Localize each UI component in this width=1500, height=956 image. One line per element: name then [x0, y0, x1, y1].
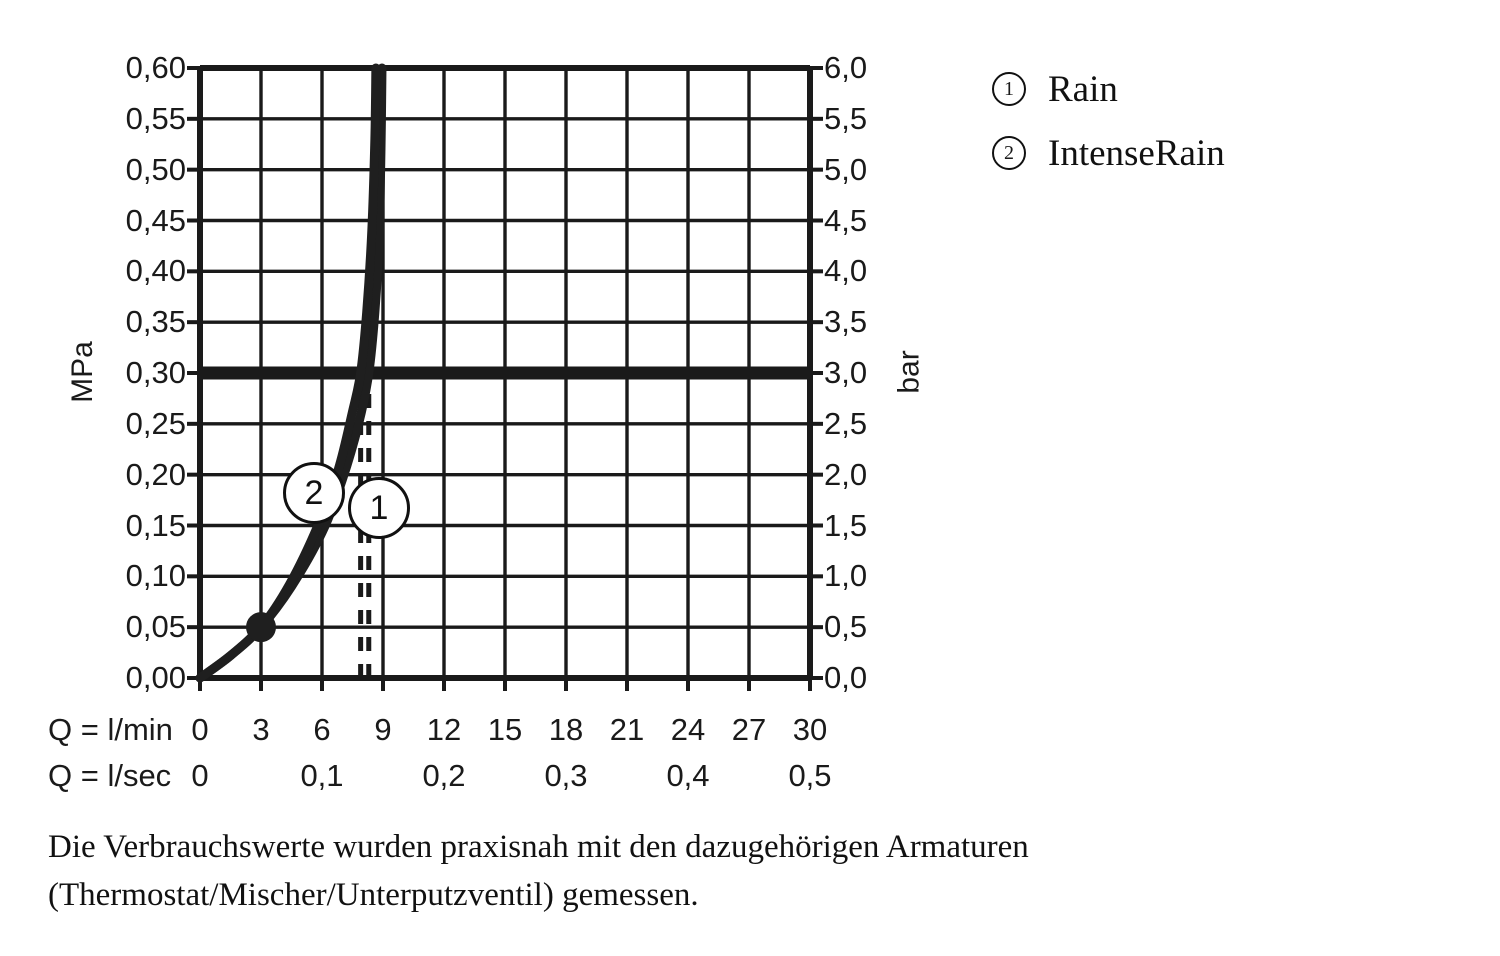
y-axis-right-ticks: 6,0 5,5 5,0 4,5 4,0 3,5 3,0 2,5 2,0 1,5 1,0 0,5 0,0 — [824, 0, 914, 956]
x-axis-lmin-tick-label: 24 — [670, 712, 706, 747]
data-point-marker — [246, 612, 276, 643]
legend: 1 Rain 2 IntenseRain — [992, 60, 1412, 188]
legend-label-rain: Rain — [1048, 68, 1118, 110]
x-axis-lmin-tick-label: 18 — [548, 712, 584, 747]
legend-badge-2: 2 — [992, 136, 1026, 170]
callout-badge-intenserain: 2 — [283, 462, 345, 524]
y-axis-left-tick-label: 0,40 — [125, 253, 186, 289]
x-axis-secondary-label: Q = l/sec — [48, 758, 172, 793]
legend-label-intenserain: IntenseRain — [1048, 132, 1225, 174]
x-axis-lsec-tick-label: 0,5 — [788, 758, 832, 793]
chart-caption: Die Verbrauchswerte wurden praxisnah mit… — [48, 829, 1029, 913]
y-axis-left-tick-label: 0,10 — [125, 558, 186, 594]
x-axis-lmin-tick-label: 30 — [792, 712, 828, 747]
x-axis-lsec-tick-label: 0,2 — [422, 758, 466, 793]
y-axis-left-tick-label: 0,20 — [125, 456, 186, 492]
x-axis-lsec-tick-label: 0,4 — [666, 758, 710, 793]
callout-badge-rain: 1 — [348, 477, 410, 539]
y-axis-left-tick-label: 0,60 — [125, 50, 186, 85]
y-axis-right-tick-label: 6,0 — [824, 50, 868, 85]
y-axis-left-tick-label: 0,30 — [125, 355, 186, 390]
y-axis-left-tick-label: 0,15 — [125, 507, 186, 543]
legend-item-intenserain: 2 IntenseRain — [992, 124, 1412, 182]
y-axis-right-tick-label: 2,5 — [824, 405, 868, 441]
x-axis-lsec-tick-label: 0,1 — [300, 758, 344, 793]
y-axis-right-tick-label: 5,0 — [824, 151, 868, 187]
x-axis-lmin-tick-label: 6 — [313, 712, 331, 747]
y-axis-left-tick-label: 0,25 — [125, 405, 186, 441]
y-axis-left-tick-label: 0,35 — [125, 304, 186, 340]
y-axis-right-tick-label: 0,0 — [824, 660, 868, 695]
y-axis-right-tick-label: 2,0 — [824, 456, 868, 492]
y-axis-left-ticks: 0,60 0,55 0,50 0,45 0,40 0,35 0,30 0,25 0,20 0,15… — [100, 0, 186, 956]
y-axis-right-tick-label: 1,5 — [824, 507, 868, 543]
x-axis-lmin-tick-label: 0 — [191, 712, 209, 747]
y-axis-left-tick-label: 0,45 — [125, 202, 186, 238]
y-axis-right-tick-label: 5,5 — [824, 100, 868, 136]
x-axis-lsec-tick-label: 0,3 — [544, 758, 588, 793]
y-axis-right-tick-label: 1,0 — [824, 558, 868, 594]
x-axis-lmin-tick-label: 21 — [609, 712, 645, 747]
y-axis-left-tick-label: 0,55 — [125, 100, 186, 136]
y-axis-left-tick-label: 0,50 — [125, 151, 186, 187]
x-axis-lmin-tick-label: 27 — [731, 712, 767, 747]
y-axis-right-tick-label: 4,5 — [824, 202, 868, 238]
y-axis-right-tick-label: 3,5 — [824, 304, 868, 340]
legend-badge-1: 1 — [992, 72, 1026, 106]
y-axis-right-tick-label: 3,0 — [824, 355, 868, 390]
x-axis-lmin-tick-label: 12 — [426, 712, 462, 747]
x-axis-primary-label: Q = l/min — [48, 712, 173, 747]
x-axis-lmin-tick-label: 15 — [487, 712, 523, 747]
y-axis-left-tick-label: 0,05 — [125, 609, 186, 645]
x-axis-lsec-tick-label: 0 — [191, 758, 209, 793]
y-axis-left-tick-label: 0,00 — [125, 660, 186, 695]
y-axis-right-tick-label: 4,0 — [824, 253, 868, 289]
x-axis-lmin-tick-label: 3 — [252, 712, 270, 747]
x-axis-lmin-tick-label: 9 — [374, 712, 392, 747]
legend-item-rain: 1 Rain — [992, 60, 1412, 118]
y-axis-right-tick-label: 0,5 — [824, 609, 868, 645]
